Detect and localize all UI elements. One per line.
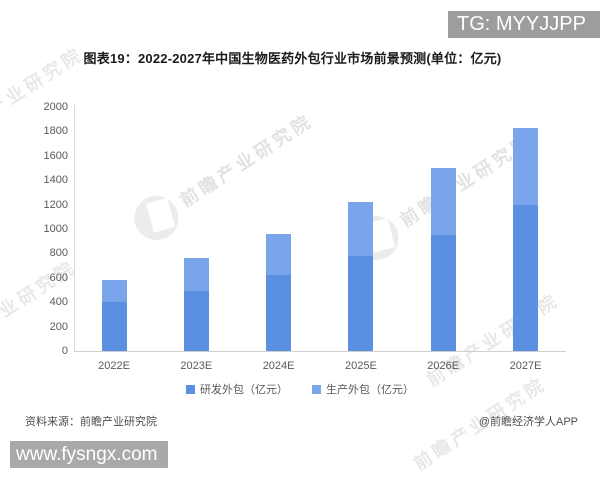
legend-label: 研发外包（亿元） [200,384,288,396]
bar-segment-2025E-s1 [348,202,374,256]
y-tick-label: 1200 [43,198,68,211]
footer-row: 资料来源：前瞻产业研究院 @前瞻经济学人APP [0,413,600,429]
bar-segment-2025E-s0 [348,255,374,351]
bar-segment-2026E-s0 [430,235,456,351]
bar-segment-2022E-s1 [101,280,127,303]
y-axis-line [74,105,75,351]
bar-segment-2024E-s0 [266,275,292,351]
y-tick-label: 800 [49,247,68,260]
y-tick-label: 600 [49,271,68,284]
credit-text: @前瞻经济学人APP [478,416,578,428]
legend-swatch-icon [186,384,195,394]
y-tick-label: 400 [49,296,68,309]
x-axis-line [74,351,566,352]
url-badge: www.fysngx.com [10,441,168,468]
legend-label: 生产外包（亿元） [326,384,414,396]
tg-badge: TG: MYYJJPP [448,11,600,38]
y-tick-label: 200 [49,320,68,333]
legend-swatch-icon [312,384,321,394]
x-tick-label-2025E: 2025E [344,360,377,372]
chart-legend: 研发外包（亿元） 生产外包（亿元） [40,381,560,397]
bar-segment-2026E-s1 [430,168,456,236]
y-tick-label: 1600 [43,149,68,162]
bar-segment-2027E-s1 [513,127,538,205]
x-tick-label-2022E: 2022E [98,360,130,372]
source-text: 资料来源：前瞻产业研究院 [25,416,157,428]
x-tick-label-2027E: 2027E [509,360,542,372]
bar-segment-2023E-s1 [183,258,209,292]
y-tick-label: 2000 [43,101,68,113]
bar-segment-2024E-s1 [266,233,292,276]
y-tick-label: 1800 [43,125,68,138]
y-tick-label: 1400 [43,174,68,187]
bar-segment-2022E-s0 [101,302,127,351]
bar-segment-2023E-s0 [183,291,209,351]
legend-item-1: 生产外包（亿元） [312,381,414,397]
x-tick-label-2023E: 2023E [180,360,213,372]
y-tick-label: 0 [61,345,68,357]
x-tick-label-2024E: 2024E [262,360,295,372]
x-tick-label-2026E: 2026E [427,360,460,372]
bar-segment-2027E-s0 [513,204,538,351]
legend-item-0: 研发外包（亿元） [186,381,288,397]
chart-title: 图表19：2022-2027年中国生物医药外包行业市场前景预测(单位：亿元) [83,51,502,66]
y-tick-label: 1000 [43,223,68,235]
